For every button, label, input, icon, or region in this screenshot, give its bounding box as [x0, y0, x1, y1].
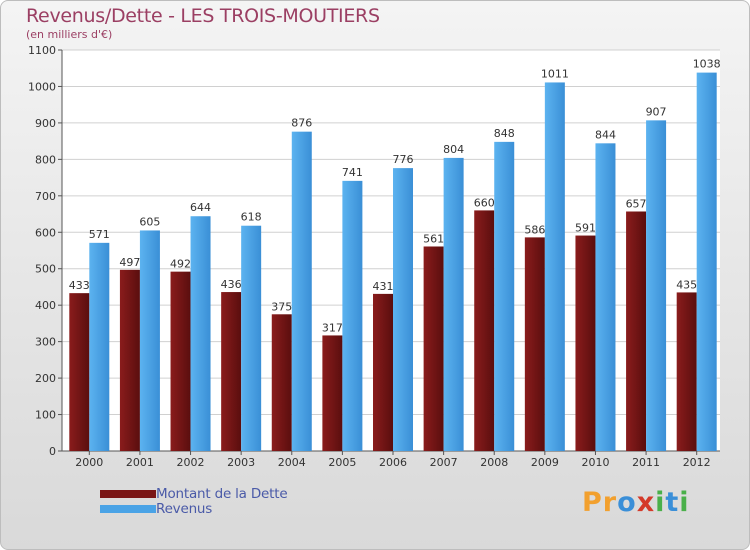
data-label-revenue: 776: [393, 153, 414, 166]
bar-revenue: [190, 216, 211, 451]
bar-revenue: [595, 143, 616, 451]
bar-revenue: [291, 131, 312, 451]
x-tick-label: 2008: [480, 456, 508, 469]
x-tick-label: 2007: [430, 456, 458, 469]
bar-revenue: [646, 120, 667, 451]
data-label-revenue: 804: [443, 143, 464, 156]
data-label-debt: 436: [221, 278, 242, 291]
legend-label-revenue: Revenus: [156, 500, 213, 517]
data-label-revenue: 1038: [693, 58, 721, 71]
bar-debt: [322, 335, 343, 451]
y-tick-label: 500: [35, 263, 56, 276]
bar-revenue: [393, 168, 413, 451]
data-label-debt: 317: [322, 321, 343, 334]
data-label-debt: 375: [271, 300, 292, 313]
bar-revenue: [241, 225, 262, 451]
logo-letter: P: [582, 487, 603, 518]
data-label-revenue: 876: [291, 117, 312, 130]
logo-letter: i: [655, 487, 666, 518]
bar-debt: [676, 292, 697, 451]
data-label-debt: 657: [626, 197, 647, 210]
y-tick-label: 300: [35, 336, 56, 349]
y-tick-label: 1100: [28, 44, 56, 57]
y-tick-label: 900: [35, 117, 56, 130]
data-label-debt: 492: [170, 258, 191, 271]
bar-debt: [271, 314, 292, 451]
x-tick-label: 2005: [328, 456, 356, 469]
x-tick-label: 2003: [227, 456, 255, 469]
bar-debt: [221, 292, 242, 451]
bar-debt: [524, 237, 545, 451]
bar-debt: [119, 269, 140, 451]
bar-revenue: [494, 141, 515, 451]
data-label-revenue: 571: [89, 228, 110, 241]
chart-title: Revenus/Dette - LES TROIS-MOUTIERS: [26, 5, 380, 27]
legend-label-debt: Montant de la Dette: [156, 485, 288, 502]
legend: Montant de la Dette Revenus: [100, 485, 288, 517]
x-tick-label: 2009: [531, 456, 559, 469]
x-tick-label: 2011: [632, 456, 660, 469]
data-label-debt: 591: [575, 222, 596, 235]
data-label-revenue: 848: [494, 127, 515, 140]
bar-debt: [626, 211, 647, 451]
logo-letter: r: [602, 487, 618, 518]
legend-swatch-debt: [100, 489, 156, 498]
logo-letter: t: [665, 487, 680, 518]
logo-letter: x: [636, 487, 656, 518]
data-label-debt: 435: [676, 278, 697, 291]
chart-subtitle: (en milliers d'€): [26, 28, 113, 41]
data-label-debt: 660: [474, 196, 495, 209]
y-tick-label: 800: [35, 153, 56, 166]
data-label-revenue: 741: [342, 166, 363, 179]
y-tick-label: 600: [35, 226, 56, 239]
x-tick-label: 2002: [177, 456, 205, 469]
proxiti-logo: Proxiti: [582, 487, 690, 518]
bar-debt: [69, 293, 90, 451]
legend-item-debt: Montant de la Dette: [100, 485, 288, 502]
data-label-debt: 433: [69, 279, 90, 292]
bar-debt: [575, 235, 596, 451]
data-label-debt: 497: [119, 256, 140, 269]
bar-revenue: [544, 82, 565, 451]
y-tick-label: 1000: [28, 80, 56, 93]
data-label-revenue: 907: [646, 105, 667, 118]
x-tick-label: 2004: [278, 456, 306, 469]
data-label-revenue: 618: [241, 211, 262, 224]
bar-revenue: [443, 157, 464, 451]
logo-letter: i: [679, 487, 690, 518]
x-tick-label: 2012: [683, 456, 711, 469]
data-label-debt: 586: [524, 223, 545, 236]
bar-debt: [170, 271, 191, 451]
data-label-revenue: 844: [595, 128, 616, 141]
y-tick-label: 100: [35, 409, 56, 422]
data-label-revenue: 644: [190, 201, 211, 214]
y-tick-label: 0: [49, 445, 56, 458]
bar-revenue: [89, 242, 110, 451]
bar-debt: [373, 293, 393, 451]
bar-revenue: [696, 72, 717, 452]
x-tick-label: 2006: [379, 456, 407, 469]
bar-debt: [474, 210, 495, 451]
logo-letter: o: [617, 487, 637, 518]
data-label-debt: 431: [373, 280, 394, 293]
y-tick-label: 200: [35, 372, 56, 385]
y-tick-label: 400: [35, 299, 56, 312]
y-tick-label: 700: [35, 190, 56, 203]
x-tick-label: 2010: [581, 456, 609, 469]
x-tick-label: 2001: [126, 456, 154, 469]
legend-swatch-revenue: [100, 504, 156, 513]
x-tick-label: 2000: [75, 456, 103, 469]
bar-revenue: [342, 180, 363, 451]
data-label-revenue: 605: [139, 215, 160, 228]
legend-item-revenue: Revenus: [100, 500, 287, 517]
data-label-debt: 561: [423, 232, 444, 245]
data-label-revenue: 1011: [541, 67, 569, 80]
bar-debt: [423, 246, 444, 451]
bar-revenue: [139, 230, 160, 451]
